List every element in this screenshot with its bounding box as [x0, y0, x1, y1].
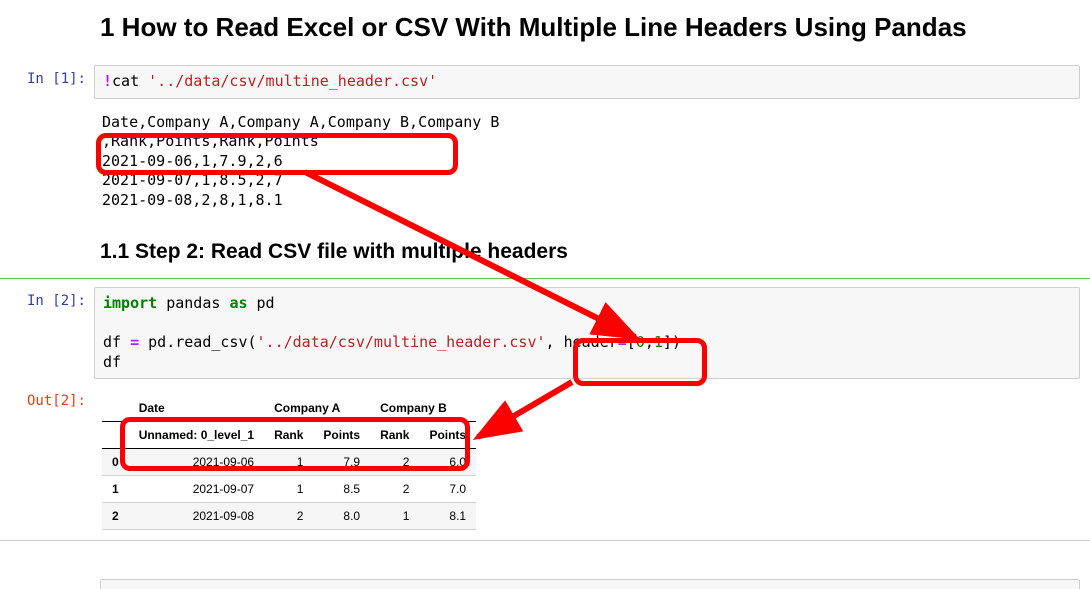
- tok-eq: =: [130, 333, 139, 351]
- cell-1-input: In [1]: !cat '../data/csv/multine_header…: [0, 61, 1090, 103]
- row-index: 2: [102, 503, 129, 530]
- out-line-4: 2021-09-08,2,8,1,8.1: [102, 191, 283, 209]
- tok-path2: '../data/csv/multine_header.csv': [257, 333, 546, 351]
- out-line-1: ,Rank,Points,Rank,Points: [102, 132, 319, 150]
- next-cell-stub: [100, 579, 1080, 589]
- tok-eq2: =: [618, 333, 627, 351]
- df-h2-4: Rank: [370, 422, 419, 449]
- cell-1-output-text: Date,Company A,Company A,Company B,Compa…: [94, 107, 1090, 213]
- df-body: 02021-09-0617.926.012021-09-0718.527.022…: [102, 449, 476, 530]
- cell-2-out-prompt: Out[2]:: [0, 387, 94, 530]
- tok-header: , header: [546, 333, 618, 351]
- cell: 8.0: [313, 503, 370, 530]
- code-path: '../data/csv/multine_header.csv': [148, 72, 437, 90]
- cell-2-wrapper: In [2]: import pandas as pd df = pd.read…: [0, 278, 1090, 541]
- df-h2-5: Points: [419, 422, 476, 449]
- row-index: 1: [102, 476, 129, 503]
- tok-df-assign: df: [103, 333, 130, 351]
- tok-zero: 0: [636, 333, 645, 351]
- out-line-0: Date,Company A,Company A,Company B,Compa…: [102, 113, 499, 131]
- cell: 1: [264, 476, 313, 503]
- cell-1-prompt: In [1]:: [0, 65, 94, 99]
- df-h2-1: Unnamed: 0_level_1: [129, 422, 264, 449]
- code-bang: !: [103, 72, 112, 90]
- cell: 8.1: [419, 503, 476, 530]
- cell-1-out-prompt: [0, 107, 94, 213]
- df-h1-1: Date: [129, 395, 264, 422]
- cell-1-output: Date,Company A,Company A,Company B,Compa…: [0, 103, 1090, 217]
- tok-bo: [: [627, 333, 636, 351]
- heading-2: 1.1 Step 2: Read CSV file with multiple …: [100, 240, 1090, 264]
- notebook-root: 1 How to Read Excel or CSV With Multiple…: [0, 12, 1090, 541]
- df-h2-3: Points: [313, 422, 370, 449]
- tok-pandas: pandas: [157, 294, 229, 312]
- df-header-row-1: Date Company A Company B: [102, 395, 476, 422]
- cell: 2021-09-06: [129, 449, 264, 476]
- cell: 2021-09-08: [129, 503, 264, 530]
- cell-1-code[interactable]: !cat '../data/csv/multine_header.csv': [94, 65, 1080, 99]
- cell: 2: [370, 476, 419, 503]
- tok-one: 1: [654, 333, 663, 351]
- df-h1-0: [102, 395, 129, 422]
- cell: 6.0: [419, 449, 476, 476]
- tok-c2: ,: [645, 333, 654, 351]
- cell: 1: [370, 503, 419, 530]
- heading-1: 1 How to Read Excel or CSV With Multiple…: [100, 12, 1090, 43]
- cell: 7.0: [419, 476, 476, 503]
- df-h2-0: [102, 422, 129, 449]
- cell: 8.5: [313, 476, 370, 503]
- df-h1-4: Company B: [370, 395, 476, 422]
- cell: 2: [370, 449, 419, 476]
- cell-2-input: In [2]: import pandas as pd df = pd.read…: [0, 279, 1090, 383]
- tok-bc: ]): [663, 333, 681, 351]
- out-line-3: 2021-09-07,1,8.5,2,7: [102, 171, 283, 189]
- out-line-2: 2021-09-06,1,7.9,2,6: [102, 152, 283, 170]
- tok-df: df: [103, 353, 121, 371]
- table-row: 12021-09-0718.527.0: [102, 476, 476, 503]
- kw-import: import: [103, 294, 157, 312]
- cell: 2021-09-07: [129, 476, 264, 503]
- row-index: 0: [102, 449, 129, 476]
- code-cmd: cat: [112, 72, 148, 90]
- df-h1-2: Company A: [264, 395, 370, 422]
- cell: 2: [264, 503, 313, 530]
- table-row: 02021-09-0617.926.0: [102, 449, 476, 476]
- df-header-row-2: Unnamed: 0_level_1 Rank Points Rank Poin…: [102, 422, 476, 449]
- cell-2-code[interactable]: import pandas as pd df = pd.read_csv('..…: [94, 287, 1080, 379]
- cell: 7.9: [313, 449, 370, 476]
- table-row: 22021-09-0828.018.1: [102, 503, 476, 530]
- kw-as: as: [229, 294, 247, 312]
- tok-call: pd.read_csv(: [139, 333, 256, 351]
- cell-2-prompt: In [2]:: [0, 287, 94, 379]
- cell-2-output: Out[2]: Date Company A Company B Unnamed…: [0, 383, 1090, 541]
- dataframe-table: Date Company A Company B Unnamed: 0_leve…: [102, 395, 476, 530]
- tok-pd: pd: [248, 294, 275, 312]
- df-h2-2: Rank: [264, 422, 313, 449]
- cell: 1: [264, 449, 313, 476]
